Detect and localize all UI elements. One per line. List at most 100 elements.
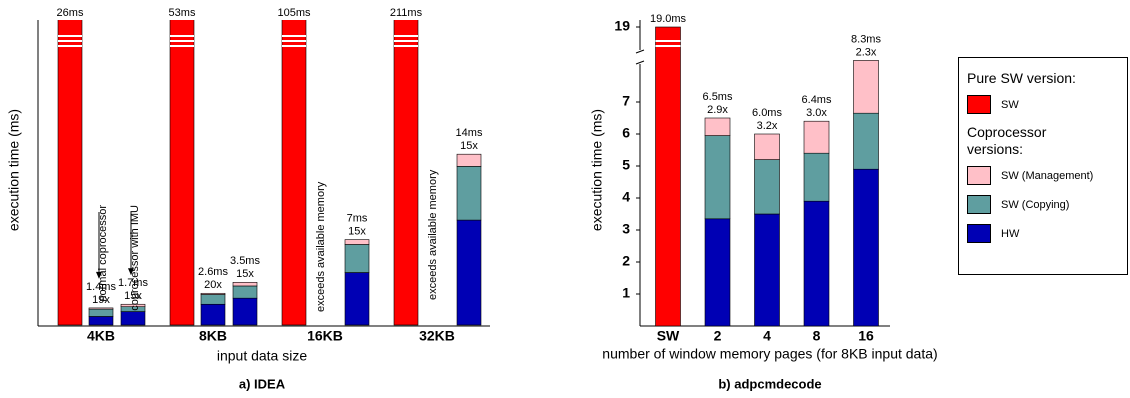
bar [655,26,681,327]
bar [393,20,419,326]
bar-segment [754,213,780,327]
legend-label: SW (Management) [1001,169,1094,182]
bar-segment [88,316,114,326]
legend-entry: SW [967,95,1119,114]
speedup-label: 19x [92,294,110,306]
x-axis-title: number of window memory pages (for 8KB i… [602,346,937,362]
chart-title: a) IDEA [239,376,286,391]
bar-segment [232,297,258,326]
legend-group-title: Coprocessor versions: [967,124,1047,157]
speedup-label: 15x [348,226,366,238]
bar-segment [344,244,370,273]
legend-entry: SW (Copying) [967,195,1119,214]
arrow-head [128,268,134,276]
bar-segment [200,292,226,295]
legend-label: SW [1001,98,1019,111]
bar-segment [232,285,258,299]
bar-segment [200,294,226,305]
total-label: 14ms [456,127,483,139]
x-tick-label: 2 [714,328,722,344]
bar-segment [344,239,370,245]
bar [281,20,307,326]
speedup-label: 15x [236,268,254,280]
bar-segment [88,307,114,310]
bar-segment [803,200,830,327]
legend-swatch [967,195,991,214]
legend: Pure SW version: SW Coprocessor versions: S… [958,57,1128,275]
x-tick-label: SW [657,328,680,344]
bar-segment [803,120,830,154]
bar [57,20,83,326]
axis-break [636,50,644,64]
annotation: coprocessor with IMU [129,205,141,311]
total-label: 6.0ms [752,107,782,119]
bar-segment [88,308,114,317]
y-tick-label: 2 [622,253,630,269]
value-label: 211ms [390,7,423,19]
legend-label: HW [1001,227,1020,240]
bar-segment [704,135,731,220]
axis-break [635,60,645,65]
arrow-head [96,271,102,279]
total-label: 6.5ms [703,91,733,103]
y-tick-label: 4 [622,189,630,205]
bar-segment [456,153,482,167]
legend-swatch [967,95,991,114]
y-tick-label: 7 [622,93,630,109]
value-label: 26ms [57,7,84,19]
x-tick-label: 4 [763,328,771,344]
y-axis-title: execution time (ms) [589,109,605,231]
bar-segment [754,133,780,160]
speedup-label: 20x [204,279,222,291]
x-axis-title: input data size [217,348,307,364]
bar [169,20,195,326]
axis-break [635,49,645,54]
x-tick-label: 4KB [87,328,115,344]
bar-segment [754,159,780,215]
legend-swatch [967,224,991,243]
value-label: 19.0ms [650,13,687,25]
x-tick-label: 32KB [419,328,455,344]
total-label: 1.4ms [86,281,116,293]
bar-segment [232,281,258,287]
speedup-label: 3.0x [806,107,827,119]
bar-segment [704,117,731,136]
x-tick-label: 16KB [307,328,343,344]
y-tick-label: 19 [614,18,630,34]
y-tick-label: 6 [622,125,630,141]
total-label: 3.5ms [230,255,260,267]
value-label: 105ms [277,7,311,19]
chart-title: b) adpcmdecode [718,376,821,391]
speedup-label: 2.3x [856,46,877,58]
x-tick-label: 8 [813,328,821,344]
legend-label: SW (Copying) [1001,198,1070,211]
bar-segment [803,152,830,202]
legend-entry: HW [967,224,1119,243]
bar-segment [853,60,879,114]
speedup-label: 15x [460,140,478,152]
bar-segment [456,219,482,326]
bar-segment [200,303,226,326]
speedup-label: 2.9x [707,104,728,116]
bar-segment [120,303,146,308]
total-label: 8.3ms [851,33,881,45]
total-label: 6.4ms [802,94,832,106]
bar-segment [456,166,482,221]
y-tick-label: 3 [622,221,630,237]
x-tick-label: 8KB [199,328,227,344]
legend-swatch [967,166,991,185]
annotation: normal coprocessor [97,205,109,302]
bar-segment [853,168,879,327]
x-tick-label: 16 [858,328,874,344]
y-tick-label: 5 [622,157,630,173]
bar-segment [704,218,731,327]
total-label: 7ms [347,213,368,225]
y-tick-label: 1 [622,285,630,301]
speedup-label: 15x [124,290,142,302]
bar-segment [344,272,370,326]
bar-segment [120,311,146,326]
total-label: 2.6ms [198,266,228,278]
legend-group-title: Pure SW version: [967,70,1076,86]
